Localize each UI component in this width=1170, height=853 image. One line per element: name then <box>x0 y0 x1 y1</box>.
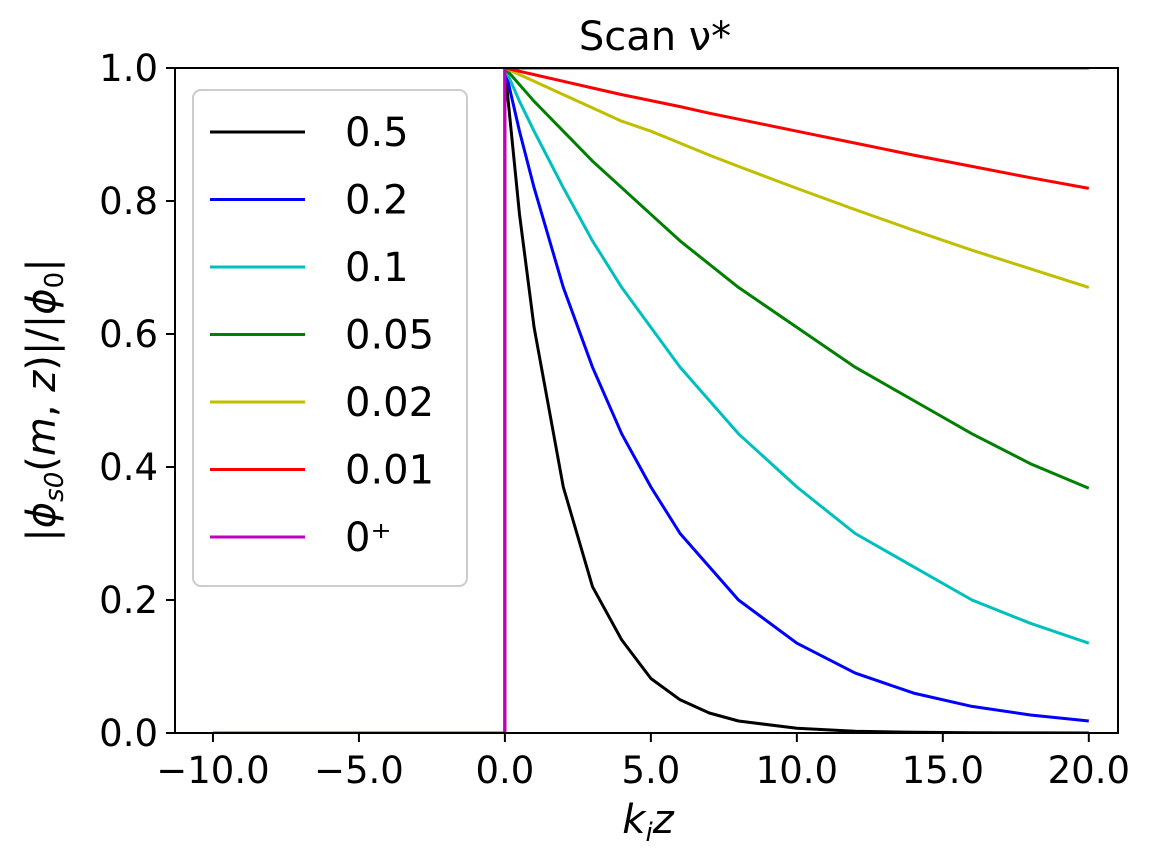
x-tick-label: −5.0 <box>314 749 404 792</box>
plot-frame <box>174 67 1119 734</box>
legend-label: 0.01 <box>345 448 434 494</box>
series-line-2 <box>213 68 1090 733</box>
legend-label: 0.02 <box>345 380 434 426</box>
y-tick-label: 1.0 <box>99 47 158 90</box>
x-tick-label: 15.0 <box>902 749 984 792</box>
y-tick-label: 0.6 <box>99 313 158 356</box>
series-line-4 <box>213 68 1090 733</box>
y-tick-label: 0.0 <box>99 712 158 755</box>
x-tick-label: 0.0 <box>475 749 534 792</box>
legend-label: 0.2 <box>345 178 409 224</box>
x-axis-label: kiz <box>622 797 674 848</box>
legend-label: 0.1 <box>345 245 409 291</box>
y-tick-label: 0.2 <box>99 579 158 622</box>
legend-label: 0.5 <box>345 110 409 156</box>
y-tick-label: 0.8 <box>99 180 158 223</box>
series-line-1 <box>213 68 1089 733</box>
x-axis: −10.0 −5.0 0.0 5.0 10.0 15.0 20.0 <box>156 733 1130 792</box>
series-line-5 <box>213 68 1090 733</box>
y-axis: 0.0 0.2 0.4 0.6 0.8 1.0 <box>99 47 175 755</box>
series-line-3 <box>213 68 1090 733</box>
x-tick-label: 10.0 <box>756 749 838 792</box>
y-axis-label: |ϕs0(m, z)|/|ϕ0| <box>19 258 70 541</box>
x-tick-label: −10.0 <box>156 749 269 792</box>
legend-label: 0⁺ <box>345 515 392 561</box>
legend: 0.5 0.2 0.1 0.05 0.02 0.01 0⁺ <box>192 89 468 587</box>
y-tick-label: 0.4 <box>99 446 158 489</box>
legend-box <box>192 89 468 587</box>
x-tick-label: 20.0 <box>1048 749 1130 792</box>
x-tick-label: 5.0 <box>621 749 680 792</box>
chart-title: Scan ν* <box>579 14 731 60</box>
legend-label: 0.05 <box>345 313 434 359</box>
